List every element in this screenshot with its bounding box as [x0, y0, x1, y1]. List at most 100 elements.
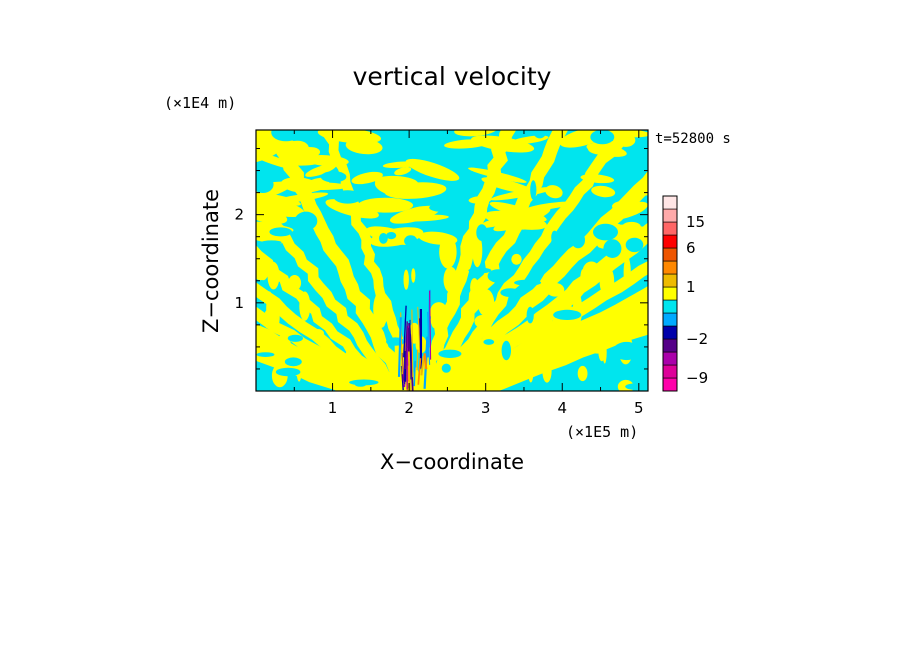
colorbar-tick-label: 6 [686, 239, 696, 257]
positive-patch [470, 278, 479, 297]
negative-patch [379, 233, 388, 244]
negative-patch [532, 130, 547, 139]
positive-patch [511, 253, 522, 265]
colorbar-swatch [662, 338, 678, 353]
x-tick-label: 3 [481, 399, 491, 417]
positive-patch [270, 302, 280, 331]
convective-streak [417, 358, 422, 385]
negative-patch [530, 180, 537, 200]
convective-streak [420, 355, 425, 376]
positive-band [415, 130, 517, 391]
negative-patch [476, 224, 488, 242]
positive-patch [299, 291, 311, 321]
colorbar-swatch [662, 195, 678, 210]
y-axis: 12 [234, 148, 648, 370]
positive-band [430, 130, 635, 391]
positive-band [419, 130, 569, 391]
negative-patch [625, 237, 644, 253]
negative-patch [275, 367, 301, 377]
positive-patch [484, 210, 547, 230]
colorbar-tick-label: 1 [686, 278, 696, 296]
y-tick-label: 2 [234, 206, 244, 224]
positive-patch [394, 166, 412, 176]
positive-patch [266, 158, 317, 166]
negative-patch [284, 357, 302, 367]
positive-band [459, 301, 648, 391]
positive-patch [525, 201, 573, 211]
negative-patch [514, 279, 542, 286]
positive-patch [635, 183, 648, 196]
convective-streak [413, 360, 416, 387]
positive-patch [591, 185, 616, 198]
positive-patch [602, 340, 607, 364]
colorbar-tick-label: 15 [686, 213, 705, 231]
positive-patch [374, 177, 412, 197]
positive-patch [256, 257, 269, 281]
colorbar-swatch [662, 377, 678, 392]
positive-patch [275, 334, 292, 362]
positive-patch [468, 167, 527, 183]
positive-patch [325, 199, 379, 219]
negative-patch [386, 232, 397, 240]
positive-patch [256, 226, 286, 244]
positive-patch [577, 365, 588, 382]
colorbar-swatch [662, 247, 678, 262]
positive-patch [280, 177, 320, 193]
positive-patch [263, 309, 273, 329]
colorbar-swatch [662, 208, 678, 223]
positive-patch [486, 326, 502, 340]
positive-patch [490, 187, 555, 201]
x-tick-label: 2 [404, 399, 414, 417]
x-tick-label: 4 [557, 399, 567, 417]
positive-patch [256, 184, 292, 203]
negative-patch [404, 235, 418, 247]
positive-patch [542, 359, 552, 383]
colorbar-swatch [662, 234, 678, 249]
negative-patch [256, 352, 275, 357]
positive-patch [546, 283, 565, 297]
positive-patch [468, 196, 492, 204]
positive-patch [349, 133, 370, 146]
negative-patch [563, 369, 573, 386]
velocity-field [256, 130, 648, 391]
positive-patch [256, 205, 288, 225]
convective-streak [429, 290, 432, 360]
positive-patch [474, 315, 490, 328]
colorbar-swatch [662, 312, 678, 327]
positive-patch [604, 201, 648, 221]
colorbar-swatch [662, 299, 678, 314]
positive-patch [311, 329, 324, 338]
convective-streak [409, 319, 412, 380]
positive-patch [430, 375, 443, 391]
negative-patch [261, 240, 282, 245]
colorbar-swatch [662, 273, 678, 288]
negative-patch [612, 341, 641, 361]
positive-patch [580, 174, 615, 184]
negative-patch [483, 339, 495, 345]
negative-patch [590, 130, 615, 145]
positive-band [436, 170, 648, 391]
negative-patch [468, 267, 492, 274]
x-unit-label: (×1E5 m) [566, 423, 638, 441]
positive-patch [443, 266, 458, 293]
positive-patch [408, 322, 421, 344]
positive-band [263, 130, 412, 391]
negative-patch [333, 190, 362, 204]
x-tick-label: 5 [634, 399, 644, 417]
positive-band [447, 260, 648, 391]
y-axis-label: Z−coordinate [199, 189, 223, 333]
positive-patch [471, 135, 535, 153]
positive-patch [267, 261, 280, 290]
chart-title: vertical velocity [353, 62, 552, 91]
positive-patch [599, 265, 615, 297]
positive-patch [560, 319, 578, 332]
y-tick-label: 1 [234, 294, 244, 312]
negative-patch [501, 340, 511, 361]
convective-streak [403, 305, 407, 358]
negative-patch [593, 223, 618, 241]
x-tick-label: 1 [328, 399, 338, 417]
positive-patch [520, 352, 529, 380]
x-axis-label: X−coordinate [380, 450, 524, 474]
positive-patch [535, 314, 553, 330]
